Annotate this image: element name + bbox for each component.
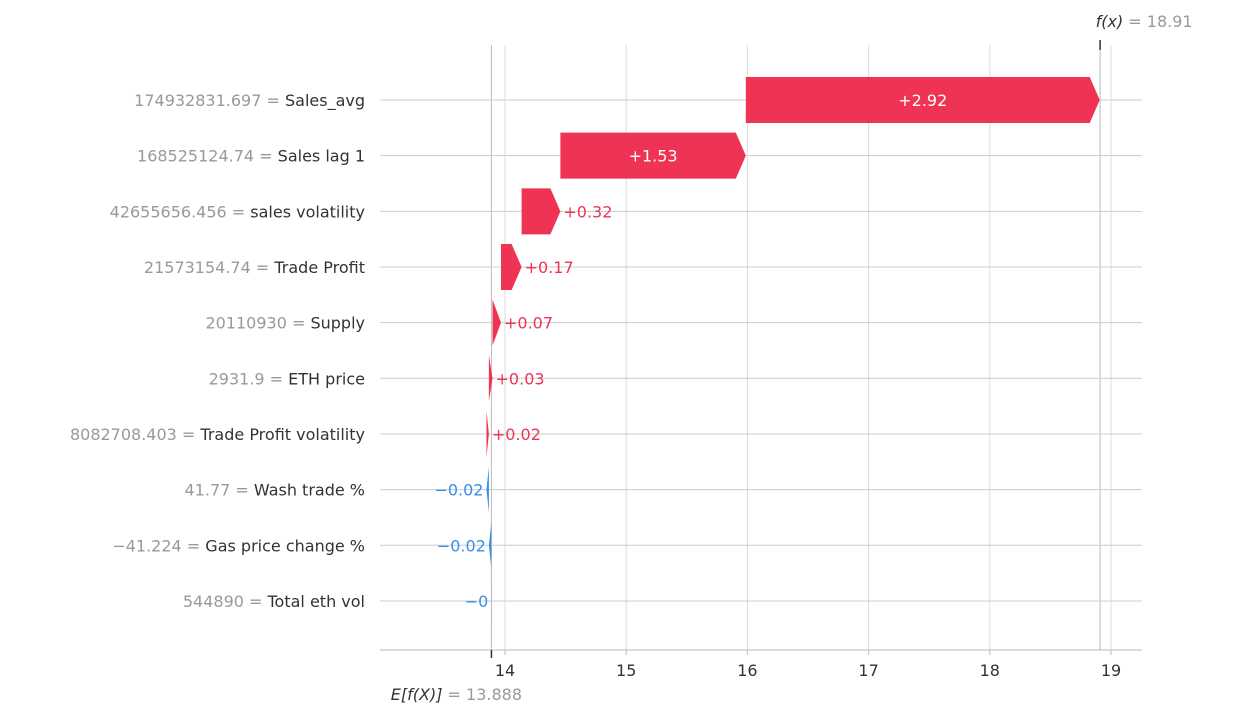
feature-value: 2931.9 =	[209, 369, 289, 388]
y-tick-label: 2931.9 = ETH price	[209, 369, 365, 388]
feature-value: 168525124.74 =	[137, 147, 278, 166]
y-tick-label: 168525124.74 = Sales lag 1	[137, 147, 365, 166]
y-tick-label: −41.224 = Gas price change %	[112, 536, 365, 555]
feature-name: Sales_avg	[285, 91, 365, 111]
base-value-number: = 13.888	[442, 685, 522, 704]
x-tick-label: 18	[980, 661, 1000, 680]
feature-name: Wash trade %	[254, 481, 365, 500]
feature-value: 174932831.697 =	[134, 91, 285, 110]
waterfall-bar	[492, 299, 502, 346]
feature-name: Trade Profit	[273, 258, 365, 277]
bar-value-label: −0	[465, 592, 489, 611]
feature-name: Supply	[310, 314, 365, 333]
waterfall-bar	[521, 188, 561, 235]
feature-value: −41.224 =	[112, 536, 205, 555]
bar-value-label: +2.92	[898, 91, 947, 110]
bar-value-label: +0.17	[525, 258, 574, 277]
waterfall-bar	[486, 466, 489, 513]
final-value-number: = 18.91	[1123, 12, 1192, 31]
x-axis: 14 15 16 17 18 19 E[f(X)] = 13.888 f(x) = 18.91	[380, 12, 1193, 704]
feature-value: 42655656.456 =	[110, 202, 251, 221]
bar-value-label: +1.53	[629, 147, 678, 166]
x-tick-label: 14	[495, 661, 515, 680]
feature-name: Sales lag 1	[278, 147, 365, 166]
bar-value-label: +0.32	[563, 202, 612, 221]
feature-value: 8082708.403 =	[70, 425, 200, 444]
y-tick-label: 41.77 = Wash trade %	[185, 481, 366, 500]
x-tick-label: 15	[616, 661, 636, 680]
bar-value-label: −0.02	[437, 536, 486, 555]
labels-layer: +2.92 174932831.697 = Sales_avg +1.53 16852…	[70, 91, 947, 611]
grid-layer	[380, 45, 1142, 650]
y-tick-label: 21573154.74 = Trade Profit	[144, 258, 365, 277]
feature-value: 544890 =	[183, 592, 268, 611]
x-tick-label: 16	[737, 661, 757, 680]
feature-value: 41.77 =	[185, 481, 254, 500]
y-tick-label: 42655656.456 = sales volatility	[110, 202, 365, 221]
y-tick-label: 174932831.697 = Sales_avg	[134, 91, 365, 111]
waterfall-bar	[560, 132, 746, 179]
feature-name: Trade Profit volatility	[199, 425, 365, 444]
final-value-label: f(x) = 18.91	[1096, 12, 1193, 31]
base-value-label: E[f(X)] = 13.888	[391, 685, 522, 704]
y-tick-label: 8082708.403 = Trade Profit volatility	[70, 425, 365, 444]
final-value-prefix: f(x)	[1096, 12, 1124, 31]
waterfall-bar	[488, 355, 493, 402]
feature-name: Gas price change %	[205, 536, 365, 555]
y-tick-label: 20110930 = Supply	[205, 314, 365, 333]
feature-value: 20110930 =	[205, 314, 310, 333]
bar-value-label: +0.02	[492, 425, 541, 444]
feature-name: Total eth vol	[267, 592, 366, 611]
x-tick-label: 19	[1101, 661, 1121, 680]
feature-value: 21573154.74 =	[144, 258, 274, 277]
waterfall-bar	[501, 243, 522, 290]
waterfall-bar	[488, 522, 492, 569]
bar-value-label: −0.02	[434, 481, 483, 500]
waterfall-bar	[745, 77, 1100, 123]
waterfall-bar	[486, 410, 489, 457]
y-tick-label: 544890 = Total eth vol	[183, 592, 365, 611]
base-value-prefix: E[f(X)]	[391, 685, 443, 704]
feature-name: ETH price	[288, 369, 365, 388]
feature-name: sales volatility	[250, 202, 365, 221]
bar-value-label: +0.03	[496, 369, 545, 388]
bar-value-label: +0.07	[504, 314, 553, 333]
bars-layer	[486, 77, 1100, 624]
x-tick-label: 17	[858, 661, 878, 680]
